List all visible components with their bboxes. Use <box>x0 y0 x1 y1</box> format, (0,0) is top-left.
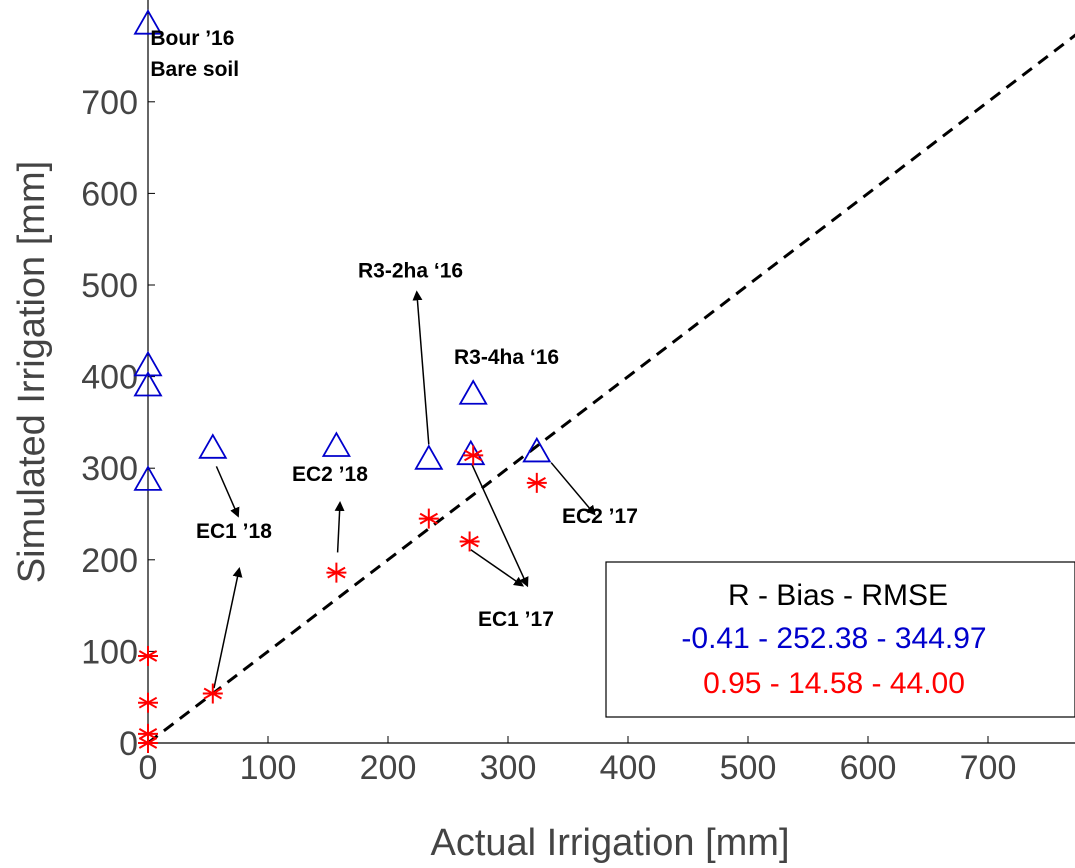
y-tick-label: 400 <box>81 359 138 397</box>
triangle-point <box>456 439 486 466</box>
x-tick-label: 500 <box>720 749 777 787</box>
legend-row-red: 0.95 - 14.58 - 44.00 <box>703 667 965 700</box>
y-tick-label: 0 <box>119 725 138 763</box>
annotation-label: EC1 ’17 <box>478 608 554 631</box>
ticks: 0 100 200 300 400 500 600 700 0 100 200 300 400 500 60… <box>81 84 1016 787</box>
x-axis-title: Actual Irrigation [mm] <box>431 822 790 864</box>
triangle-point <box>522 436 552 463</box>
triangle-point <box>133 9 163 35</box>
x-tick-label: 200 <box>360 749 417 787</box>
asterisk-point <box>138 692 158 713</box>
annotation-label: Bare soil <box>150 58 239 81</box>
asterisk-point <box>202 683 223 704</box>
y-tick-label: 300 <box>81 450 138 488</box>
legend-row-blue: -0.41 - 252.38 - 344.97 <box>681 622 986 655</box>
asterisk-point <box>138 645 158 666</box>
asterisk-point <box>138 723 158 744</box>
annotation-arrow <box>215 466 240 518</box>
x-tick-label: 100 <box>240 749 297 787</box>
x-tick-label: 300 <box>480 749 537 787</box>
one-to-one-line <box>147 33 1075 745</box>
annotation-arrow <box>471 464 529 588</box>
annotation-arrow <box>470 549 525 587</box>
triangle-point <box>458 379 488 405</box>
annotation-arrow <box>412 290 430 445</box>
x-tick-label: 0 <box>139 749 158 787</box>
asterisk-point <box>326 562 347 583</box>
asterisk-point <box>526 472 547 493</box>
legend-box: R - Bias - RMSE -0.41 - 252.38 - 344.97 … <box>605 561 1075 718</box>
annotation-arrow <box>334 501 345 553</box>
y-tick-label: 700 <box>81 84 138 122</box>
asterisk-point <box>459 531 480 552</box>
y-axis-title: Simulated Irrigation [mm] <box>11 161 53 583</box>
reference-line-group <box>147 33 1075 745</box>
annotation-arrow <box>550 462 596 516</box>
triangle-point <box>133 465 163 491</box>
y-tick-label: 600 <box>81 175 138 213</box>
triangle-point <box>414 444 444 470</box>
asterisk-point <box>418 508 439 529</box>
triangle-point <box>133 350 163 377</box>
triangle-point <box>133 370 163 397</box>
y-tick-label: 500 <box>81 267 138 305</box>
annotation-labels: Bour ’16 Bare soil R3-2ha ‘16 R3-4ha ‘16 EC2… <box>150 27 637 631</box>
x-tick-label: 600 <box>840 749 897 787</box>
x-tick-label: 400 <box>600 749 657 787</box>
asterisk-point <box>463 445 484 466</box>
annotation-label: EC1 ’18 <box>196 520 272 543</box>
annotation-label: Bour ’16 <box>150 27 234 50</box>
x-tick-label: 700 <box>960 749 1017 787</box>
legend-frame <box>605 561 1075 718</box>
annotation-label: EC2 ’17 <box>562 505 638 528</box>
annotation-arrows <box>213 290 596 689</box>
annotation-label: R3-2ha ‘16 <box>358 260 463 283</box>
triangle-point <box>198 433 228 459</box>
annotation-arrow <box>213 567 243 689</box>
data-points <box>133 9 552 753</box>
triangle-point <box>321 431 351 457</box>
annotation-label: R3-4ha ‘16 <box>454 346 559 369</box>
y-tick-label: 200 <box>81 542 138 580</box>
legend-header: R - Bias - RMSE <box>728 579 948 612</box>
y-tick-label: 100 <box>81 633 138 671</box>
annotation-label: EC2 ’18 <box>292 463 368 486</box>
